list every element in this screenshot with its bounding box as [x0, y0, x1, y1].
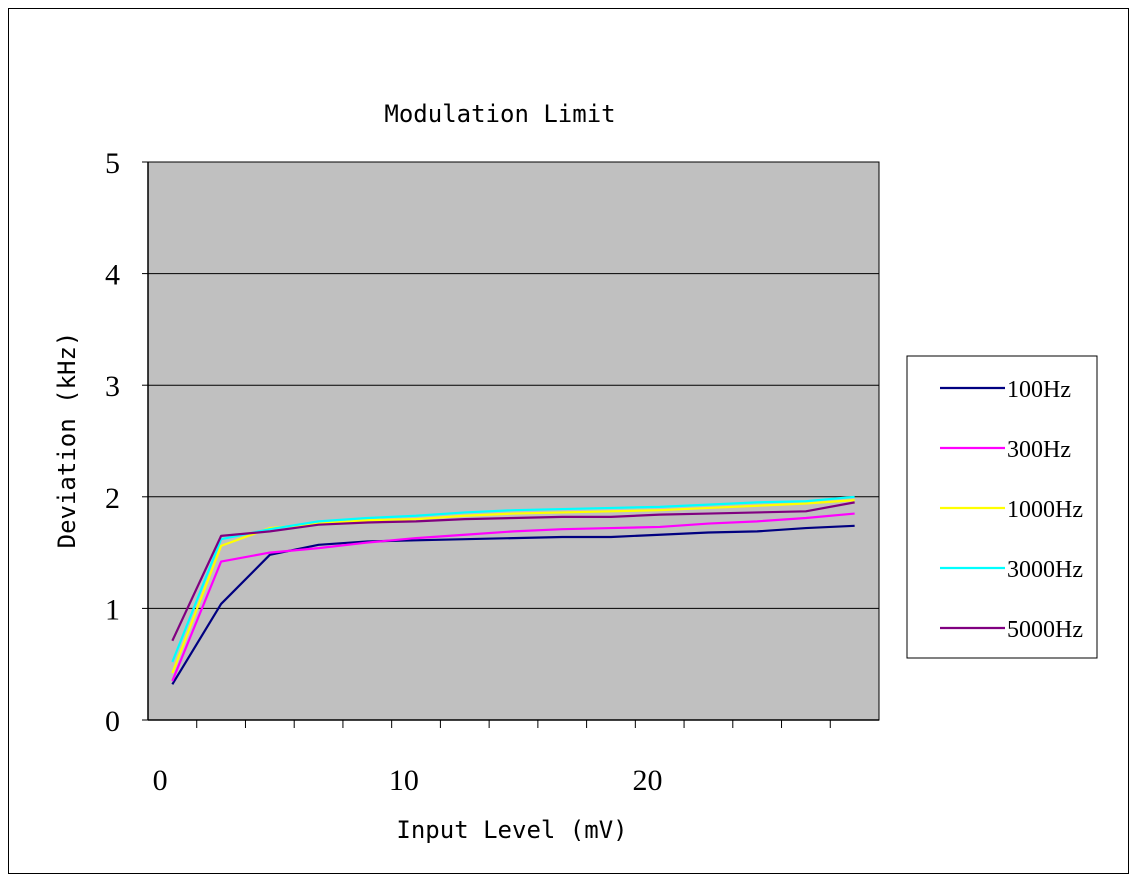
x-axis-label: Input Level (mV): [396, 816, 627, 844]
chart-title: Modulation Limit: [384, 100, 615, 128]
series-line-300hz: [171, 512, 855, 682]
y-tick-label: 4: [105, 259, 120, 292]
legend-label: 3000Hz: [1007, 557, 1083, 583]
legend-label: 1000Hz: [1007, 497, 1083, 523]
x-tick-label: 0: [153, 764, 168, 797]
legend-label: 100Hz: [1007, 377, 1071, 403]
y-tick-label: 1: [105, 593, 120, 626]
x-tick-label: 20: [633, 764, 663, 797]
legend: 100Hz 300Hz 1000Hz 3000Hz 5000Hz: [906, 355, 1098, 659]
legend-label: 300Hz: [1007, 437, 1071, 463]
y-tick-label: 3: [105, 370, 120, 403]
series-line-5000hz: [171, 501, 855, 642]
legend-label: 5000Hz: [1007, 617, 1083, 643]
y-tick-label: 0: [105, 705, 120, 738]
series-line-3000hz: [171, 495, 855, 663]
plot-area: [147, 161, 880, 721]
y-tick-label: 2: [105, 482, 120, 515]
series-lines: [171, 495, 855, 685]
axes: 0 1 2 3 4 5 0 10 20: [105, 147, 879, 797]
gridlines: [148, 161, 879, 609]
y-axis-label: Deviation (kHz): [53, 332, 81, 549]
x-tick-label: 10: [389, 764, 419, 797]
y-tick-label: 5: [105, 147, 120, 180]
